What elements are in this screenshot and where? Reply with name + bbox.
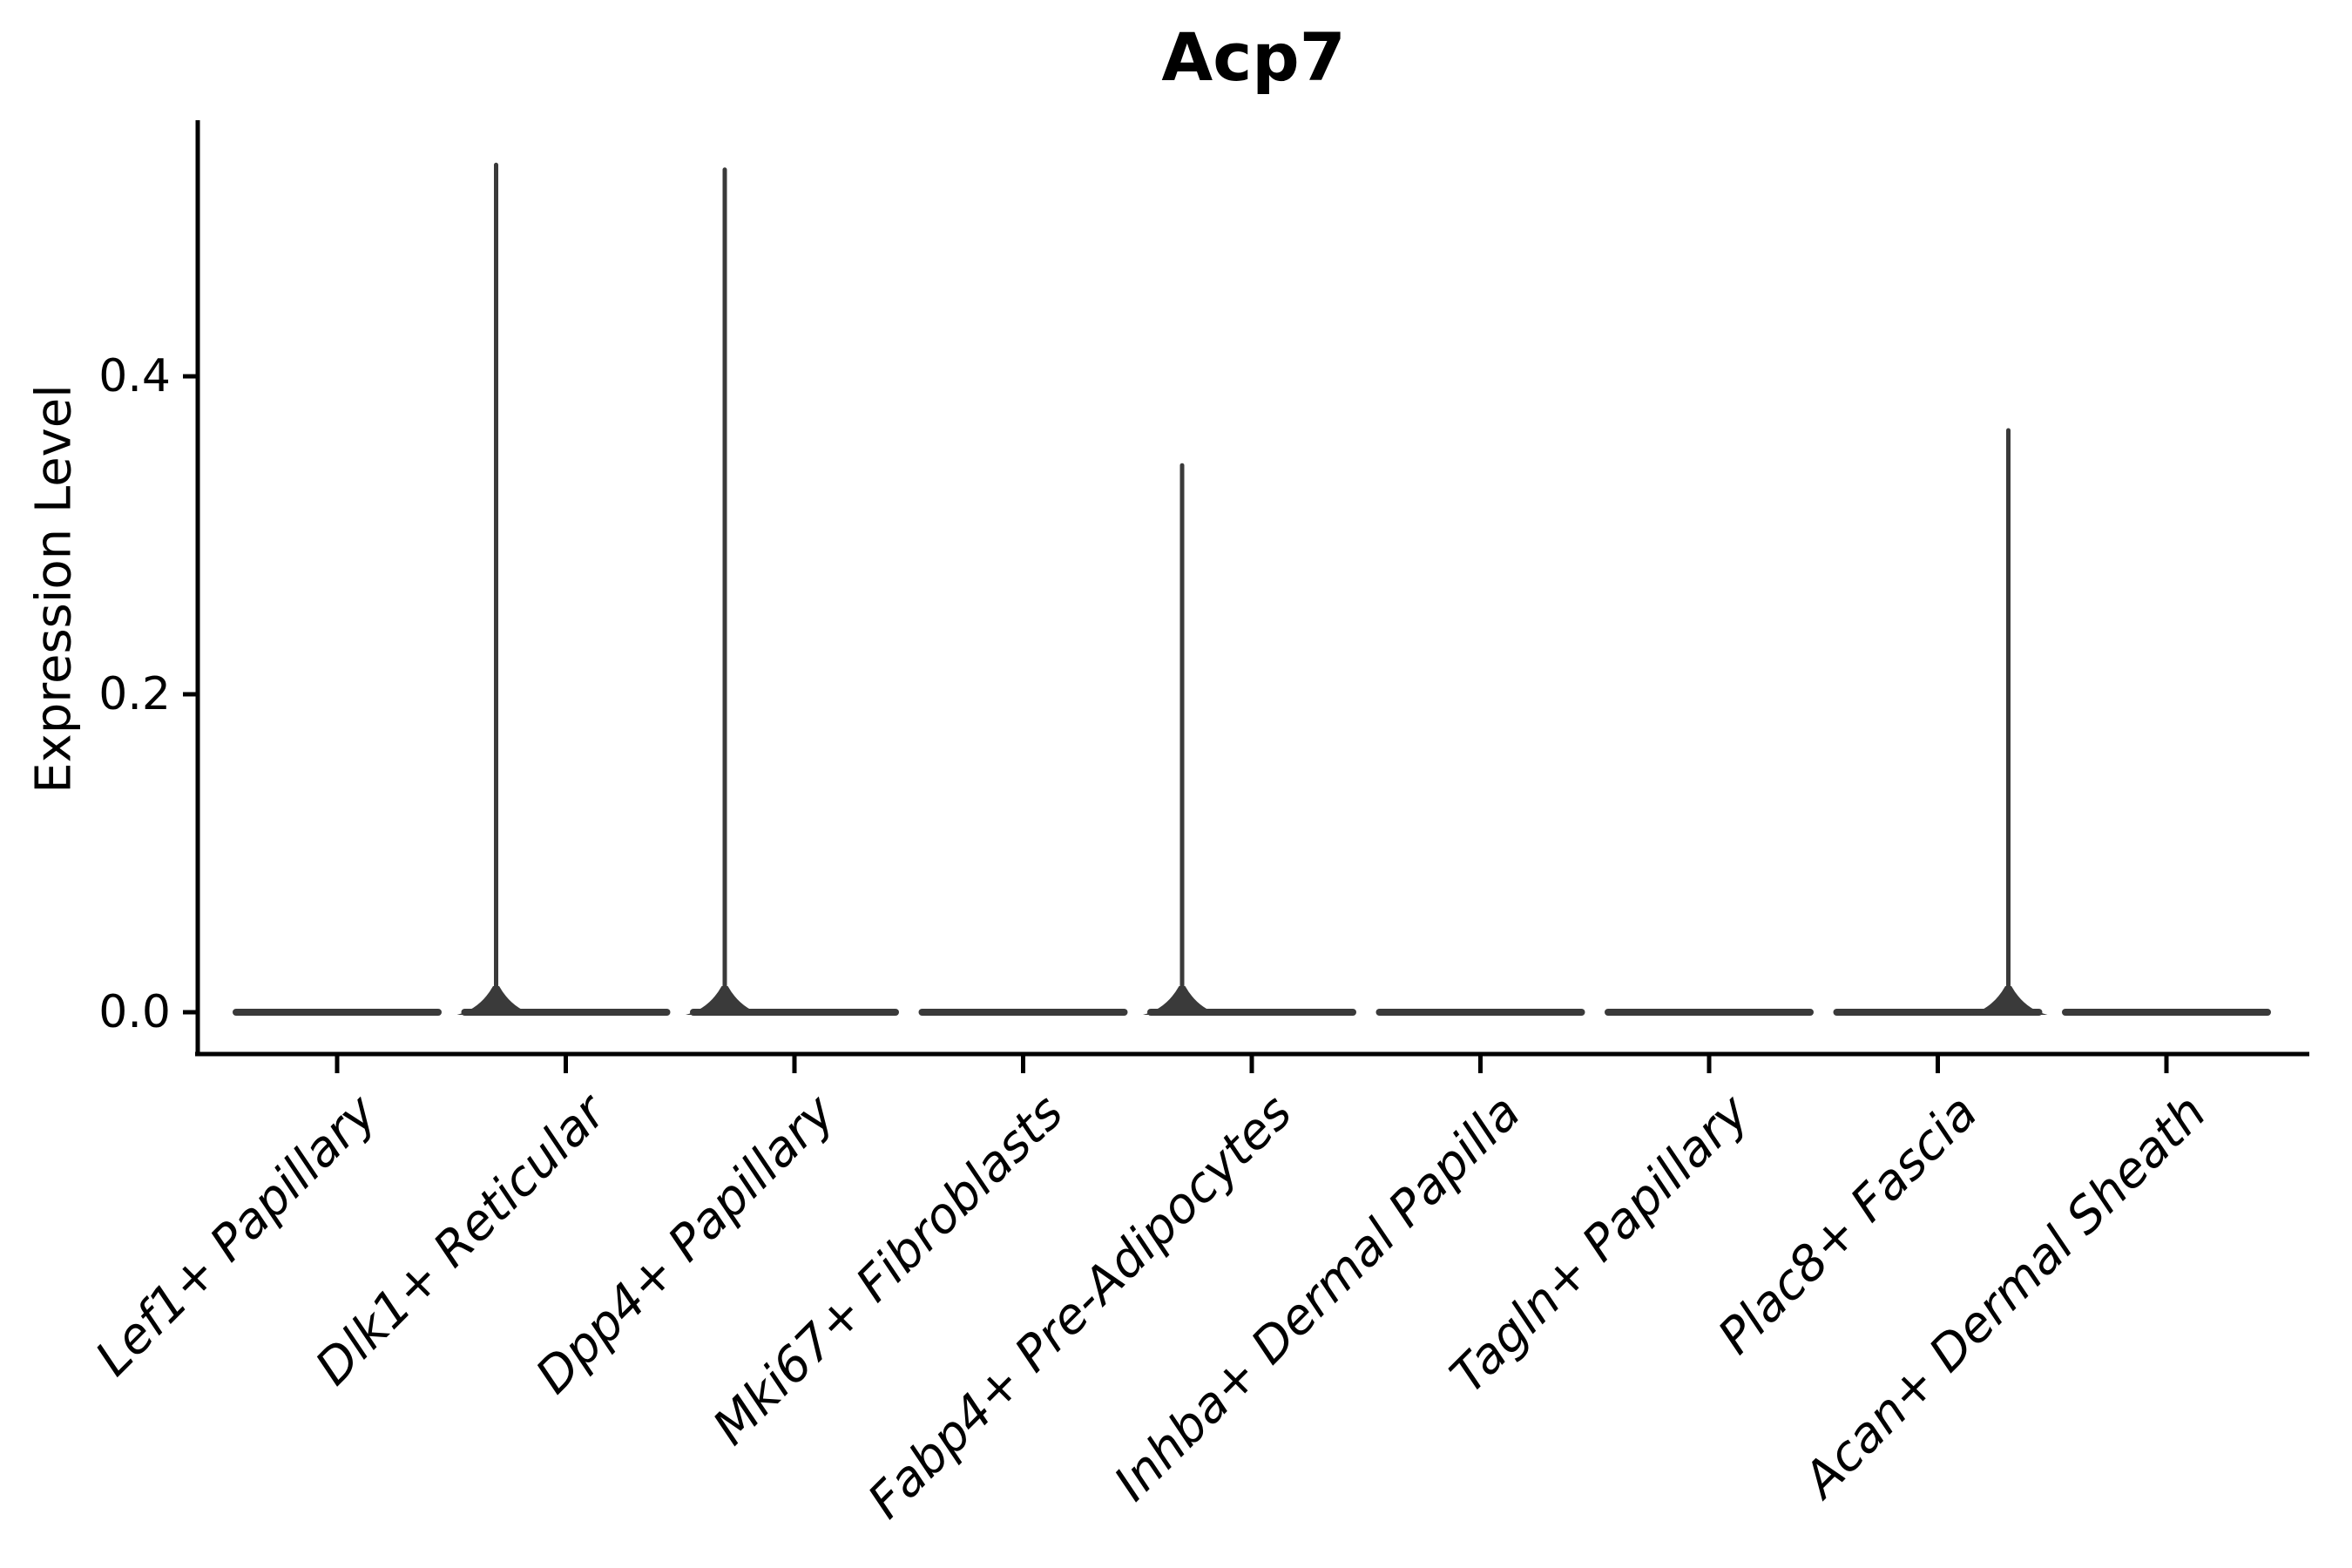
violin-body bbox=[1605, 1009, 1814, 1016]
chart-title: Acp7 bbox=[1161, 18, 1346, 96]
violin-body bbox=[2062, 1009, 2271, 1016]
violin-body bbox=[918, 1009, 1128, 1016]
y-tick-label: 0.4 bbox=[98, 350, 171, 402]
y-tick-label: 0.2 bbox=[98, 668, 171, 720]
violin-body bbox=[233, 1009, 442, 1016]
y-tick-label: 0.0 bbox=[98, 986, 171, 1038]
violin-body bbox=[1375, 1009, 1585, 1016]
